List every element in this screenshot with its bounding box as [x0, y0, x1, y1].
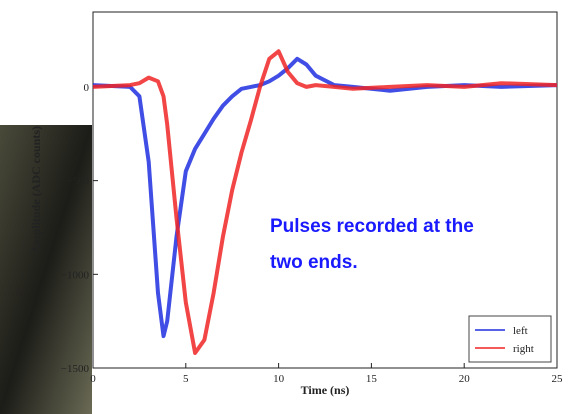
y-tick-label: −500 [66, 176, 89, 188]
x-tick-label: 15 [366, 373, 378, 385]
background-photo [0, 125, 92, 414]
annotation: two ends. [270, 252, 358, 273]
series-line [92, 49, 558, 355]
y-axis-label: Amplitude (ADC counts) [29, 126, 43, 254]
x-tick-label: 10 [273, 373, 285, 385]
x-tick-label: 25 [552, 373, 564, 385]
legend-label: left [513, 325, 528, 337]
y-tick-label: 0 [84, 82, 90, 94]
legend-box [468, 315, 552, 363]
x-tick-label: 20 [459, 373, 471, 385]
x-tick-label: 0 [90, 373, 96, 385]
legend-label: right [513, 343, 534, 355]
x-axis-label: Time (ns) [301, 383, 350, 397]
x-tick-label: 5 [183, 373, 189, 385]
annotation: Pulses recorded at the [270, 216, 474, 237]
y-tick-label: −1000 [61, 269, 90, 281]
y-tick-label: −1500 [61, 363, 90, 375]
